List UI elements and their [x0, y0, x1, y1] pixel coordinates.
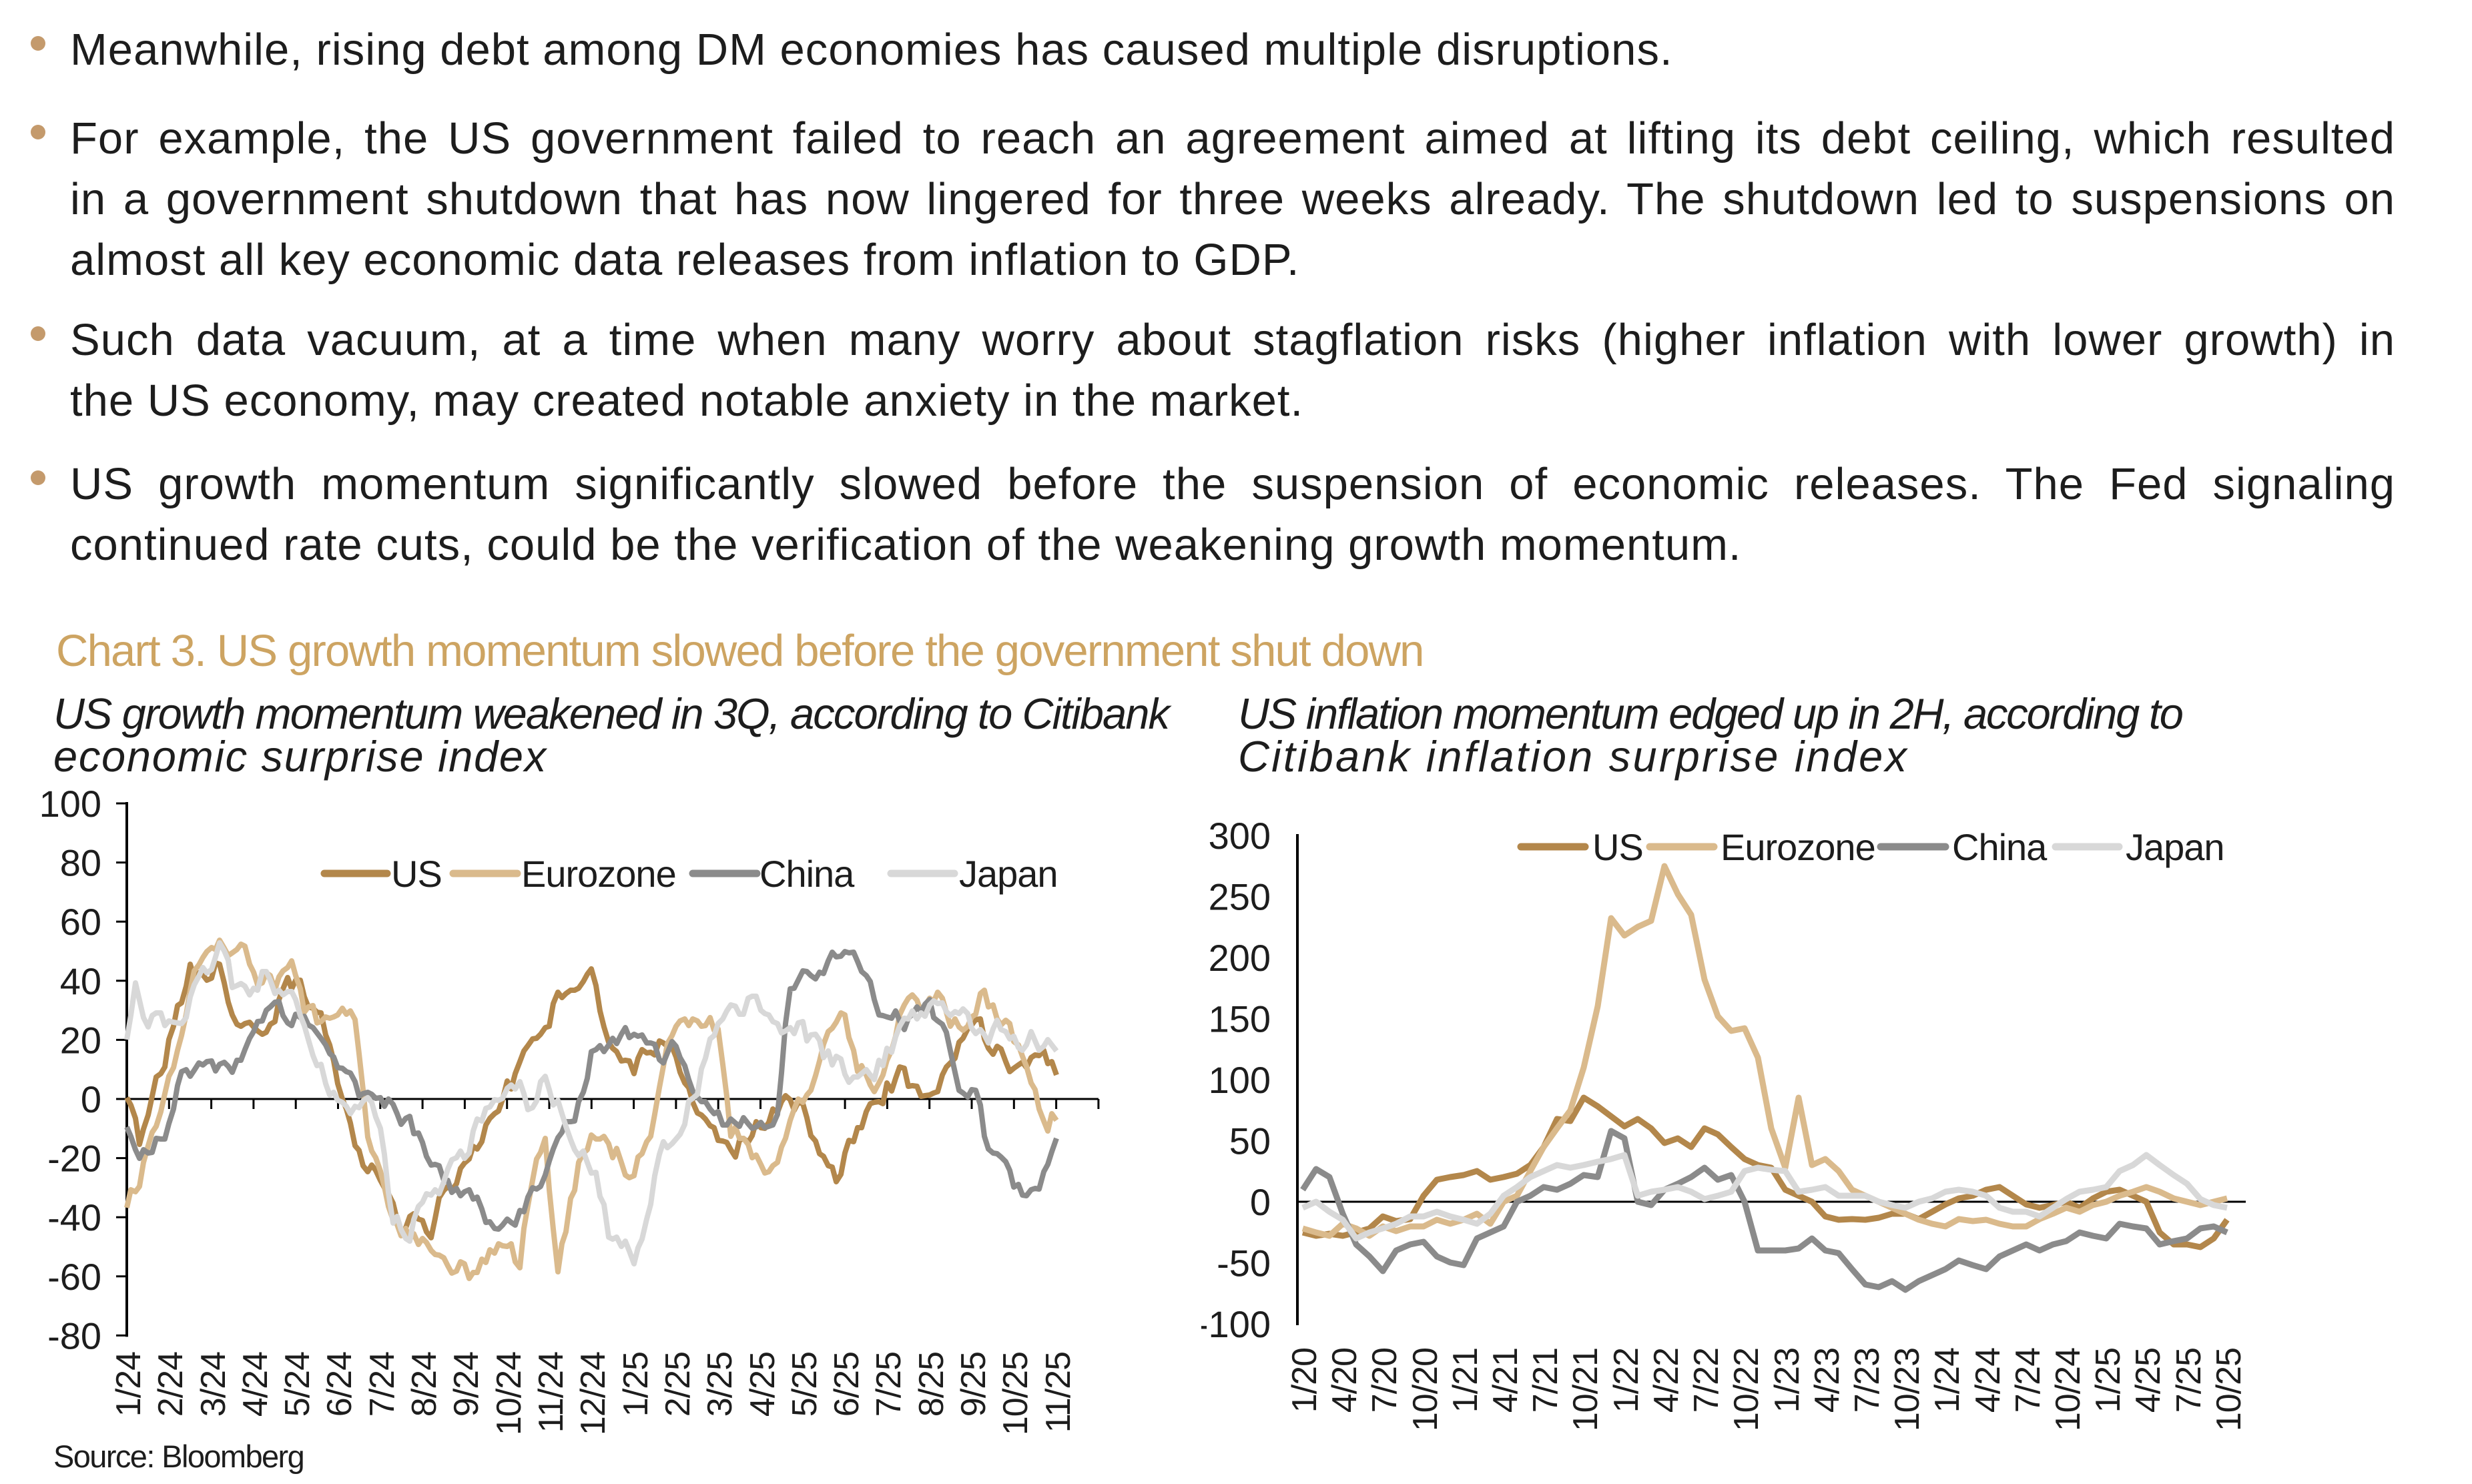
svg-text:10/24: 10/24 [490, 1352, 529, 1435]
svg-text:11/24: 11/24 [532, 1352, 571, 1433]
svg-text:3/24: 3/24 [194, 1352, 233, 1417]
svg-text:11/25: 11/25 [1039, 1352, 1078, 1433]
svg-text:Eurozone: Eurozone [1721, 826, 1875, 868]
svg-text:2/25: 2/25 [659, 1352, 697, 1417]
svg-text:4/23: 4/23 [1808, 1348, 1847, 1413]
svg-text:US: US [1592, 826, 1643, 868]
svg-text:7/24: 7/24 [2009, 1348, 2048, 1413]
svg-text:0: 0 [1250, 1181, 1271, 1223]
svg-text:100: 100 [39, 787, 101, 825]
svg-text:4/24: 4/24 [236, 1352, 275, 1417]
svg-text:1/21: 1/21 [1446, 1348, 1485, 1413]
svg-text:0: 0 [81, 1078, 101, 1120]
svg-text:80: 80 [60, 842, 101, 884]
svg-text:1/25: 1/25 [2089, 1348, 2128, 1413]
svg-text:-60: -60 [47, 1256, 101, 1298]
svg-text:10/25: 10/25 [996, 1352, 1035, 1435]
svg-text:8/25: 8/25 [912, 1352, 951, 1417]
svg-text:7/20: 7/20 [1365, 1348, 1404, 1413]
svg-text:-100: -100 [1201, 1303, 1271, 1345]
svg-text:10/23: 10/23 [1888, 1348, 1927, 1431]
svg-text:-80: -80 [47, 1315, 101, 1357]
svg-text:Japan: Japan [959, 853, 1058, 895]
svg-text:150: 150 [1209, 998, 1271, 1040]
svg-text:4/22: 4/22 [1647, 1348, 1686, 1413]
svg-text:8/24: 8/24 [405, 1352, 444, 1417]
svg-text:12/24: 12/24 [574, 1352, 613, 1435]
svg-text:9/24: 9/24 [447, 1352, 486, 1417]
svg-text:US: US [391, 853, 442, 895]
svg-text:9/25: 9/25 [954, 1352, 993, 1417]
svg-text:6/25: 6/25 [828, 1352, 866, 1417]
svg-text:-40: -40 [47, 1196, 101, 1238]
svg-text:250: 250 [1209, 876, 1271, 918]
svg-text:China: China [1952, 826, 2048, 868]
svg-text:300: 300 [1209, 815, 1271, 857]
svg-text:7/24: 7/24 [363, 1352, 402, 1417]
svg-text:-50: -50 [1217, 1242, 1271, 1284]
svg-text:10/21: 10/21 [1566, 1348, 1605, 1431]
svg-text:China: China [759, 853, 855, 895]
svg-text:100: 100 [1209, 1059, 1271, 1101]
svg-text:7/21: 7/21 [1526, 1348, 1565, 1413]
svg-text:4/20: 4/20 [1325, 1348, 1364, 1413]
svg-text:10/24: 10/24 [2049, 1348, 2088, 1431]
svg-text:5/25: 5/25 [786, 1352, 824, 1417]
svg-text:1/22: 1/22 [1607, 1348, 1646, 1413]
svg-text:10/25: 10/25 [2210, 1348, 2248, 1431]
svg-text:7/25: 7/25 [870, 1352, 908, 1417]
svg-text:6/24: 6/24 [320, 1352, 359, 1417]
svg-text:20: 20 [60, 1019, 101, 1061]
svg-text:5/24: 5/24 [278, 1352, 317, 1417]
svg-text:10/22: 10/22 [1727, 1348, 1766, 1431]
svg-text:1/25: 1/25 [617, 1352, 655, 1417]
svg-text:Japan: Japan [2126, 826, 2224, 868]
svg-text:1/24: 1/24 [1928, 1348, 1967, 1413]
svg-text:60: 60 [60, 901, 101, 943]
svg-text:4/25: 4/25 [743, 1352, 782, 1417]
svg-text:4/24: 4/24 [1969, 1348, 2007, 1413]
svg-text:7/23: 7/23 [1848, 1348, 1887, 1413]
svg-text:4/21: 4/21 [1486, 1348, 1525, 1413]
svg-text:40: 40 [60, 960, 101, 1002]
svg-text:1/23: 1/23 [1768, 1348, 1807, 1413]
svg-text:Eurozone: Eurozone [521, 853, 676, 895]
svg-text:1/24: 1/24 [109, 1352, 148, 1417]
svg-text:1/20: 1/20 [1285, 1348, 1324, 1413]
svg-text:3/25: 3/25 [701, 1352, 739, 1417]
svg-text:10/20: 10/20 [1406, 1348, 1445, 1431]
svg-text:200: 200 [1209, 937, 1271, 979]
svg-text:4/25: 4/25 [2129, 1348, 2168, 1413]
svg-text:7/25: 7/25 [2170, 1348, 2208, 1413]
svg-text:50: 50 [1229, 1120, 1271, 1162]
svg-text:2/24: 2/24 [151, 1352, 190, 1417]
svg-text:-20: -20 [47, 1138, 101, 1180]
svg-text:7/22: 7/22 [1687, 1348, 1726, 1413]
